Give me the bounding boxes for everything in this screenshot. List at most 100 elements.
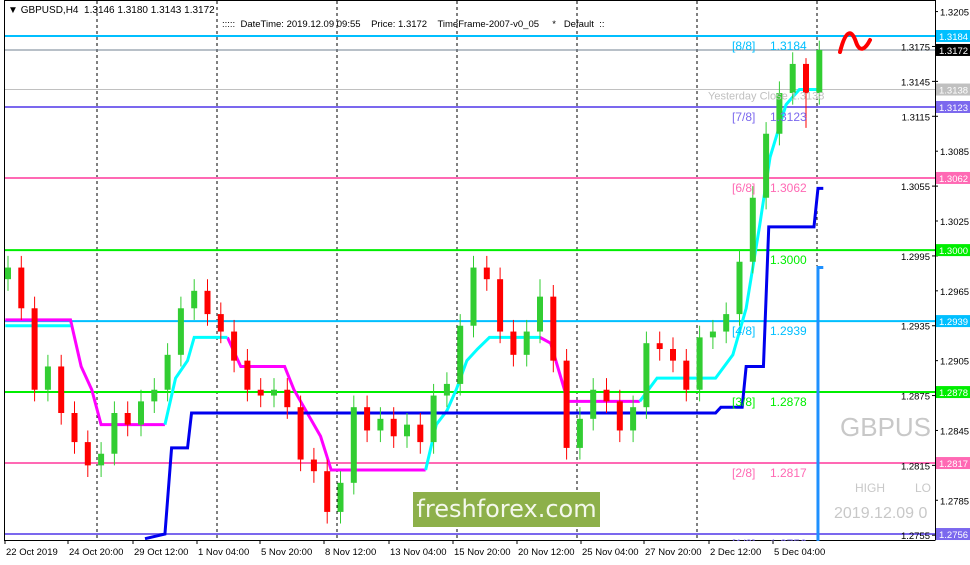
bull-candle <box>630 407 637 431</box>
bear-candle <box>670 349 676 361</box>
y-tick-label: 1.3145 <box>901 77 930 88</box>
y-tick-label: 1.2935 <box>901 322 930 333</box>
cyan-indicator-line <box>424 335 540 471</box>
bull-candle <box>816 49 823 94</box>
price-tag-label: 1.3000 <box>939 246 968 257</box>
x-tick-label: 25 Nov 04:00 <box>582 547 639 558</box>
bull-candle <box>736 261 743 315</box>
y-tick-label: 1.2815 <box>901 461 930 472</box>
y-tick-label: 1.2965 <box>940 287 969 298</box>
y-tick-label: 1.3055 <box>901 182 930 193</box>
level-tag: [6/8] <box>732 181 755 195</box>
level-value: 1.3000 <box>770 253 807 267</box>
price-tag-label: 1.2817 <box>939 459 968 470</box>
level-value: 1.2878 <box>770 395 807 409</box>
bull-candle <box>576 418 583 448</box>
price-tag-box <box>936 386 970 399</box>
yesterday-close-label: Yesterday Close 1.3138 <box>708 91 824 103</box>
watermark-symbol: GBPUS <box>840 412 931 442</box>
bear-candle <box>483 267 490 280</box>
y-tick-label: 1.2755 <box>901 531 930 542</box>
bull-candle <box>98 453 105 466</box>
x-tick-label: 27 Nov 20:00 <box>645 547 702 558</box>
bull-candle <box>749 197 756 262</box>
y-tick-label: 1.2785 <box>940 496 969 507</box>
bull-candle <box>457 325 464 384</box>
bull-candle <box>191 290 198 309</box>
bull-candle <box>164 354 171 390</box>
bull-candle <box>377 418 384 431</box>
bull-candle <box>5 267 11 280</box>
bull-candle <box>443 383 450 396</box>
bull-candle <box>44 366 51 390</box>
x-tick-label: 29 Oct 12:00 <box>134 547 188 558</box>
bear-candle <box>563 360 570 448</box>
cyan-indicator-line <box>163 335 228 425</box>
x-tick-label: 20 Nov 12:00 <box>518 547 575 558</box>
bear-candle <box>297 407 304 460</box>
y-tick-label: 1.2905 <box>940 357 969 368</box>
blue-indicator-line <box>144 186 824 541</box>
bear-candle <box>603 389 610 402</box>
x-tick-label: 2 Dec 12:00 <box>710 547 761 558</box>
bear-candle <box>803 63 809 94</box>
level-value: 1.3184 <box>770 39 807 53</box>
bull-candle <box>709 331 716 338</box>
price-tag-box <box>936 528 970 541</box>
price-tag-box <box>936 171 970 184</box>
price-tag-label: 1.3184 <box>939 32 968 43</box>
bear-candle <box>497 279 504 332</box>
level-value: 1.3123 <box>770 110 807 124</box>
bull-candle <box>151 389 158 402</box>
freshforex-logo: freshforex.com <box>413 492 600 527</box>
level-tag: [7/8] <box>732 110 755 124</box>
bull-candle <box>337 482 344 512</box>
level-tag: [3/8] <box>732 395 755 409</box>
bear-candle <box>217 314 224 332</box>
bull-candle <box>776 93 783 134</box>
x-tick-label: 1 Nov 04:00 <box>198 547 249 558</box>
bear-candle <box>616 401 623 431</box>
bear-candle <box>550 296 557 361</box>
x-tick-label: 5 Dec 04:00 <box>774 547 825 558</box>
y-tick-label: 1.3115 <box>902 112 930 123</box>
watermark-date: 2019.12.09 0 <box>834 505 928 522</box>
symbol-header[interactable]: ▼ GBPUSD,H4 1.3146 1.3180 1.3143 1.3172 <box>8 5 215 16</box>
bear-candle <box>58 366 65 414</box>
price-tag-box <box>936 100 970 113</box>
x-tick-label: 15 Nov 20:00 <box>454 547 511 558</box>
bear-candle <box>84 442 91 466</box>
bull-candle <box>271 389 277 396</box>
bull-candle <box>404 424 410 437</box>
cyan-indicator-line <box>638 88 822 403</box>
bull-candle <box>537 296 543 332</box>
price-tag-label: 1.2878 <box>939 388 968 399</box>
bear-candle <box>510 331 517 355</box>
level-value: 1.2939 <box>770 324 807 338</box>
bull-candle <box>523 331 530 355</box>
level-tag: [2/8] <box>732 466 755 480</box>
lightblue-indicator-line <box>816 266 824 553</box>
watermark-low: LO <box>915 481 931 495</box>
bull-candle <box>470 267 477 326</box>
bear-candle <box>390 418 397 437</box>
bear-candle <box>364 407 371 431</box>
price-tag-box <box>936 244 970 257</box>
y-tick-label: 1.3085 <box>940 147 969 158</box>
level-tag: [4/8] <box>732 324 755 338</box>
price-tag-label: 1.3062 <box>939 174 968 185</box>
bear-candle <box>417 424 424 443</box>
y-tick-label: 1.2845 <box>940 426 969 437</box>
bear-candle <box>244 360 251 390</box>
y-tick-label: 1.3175 <box>901 42 930 53</box>
bear-candle <box>231 331 238 361</box>
bull-candle <box>177 308 184 355</box>
bear-candle <box>124 413 131 425</box>
bear-candle <box>257 389 264 396</box>
watermark-high: HIGH <box>855 481 885 495</box>
level-value: 1.2817 <box>770 466 807 480</box>
bear-candle <box>656 343 663 350</box>
signal-wave-icon <box>838 31 872 54</box>
info-line: ::::: DateTime: 2019.12.09 09:55 Price: … <box>222 19 605 30</box>
